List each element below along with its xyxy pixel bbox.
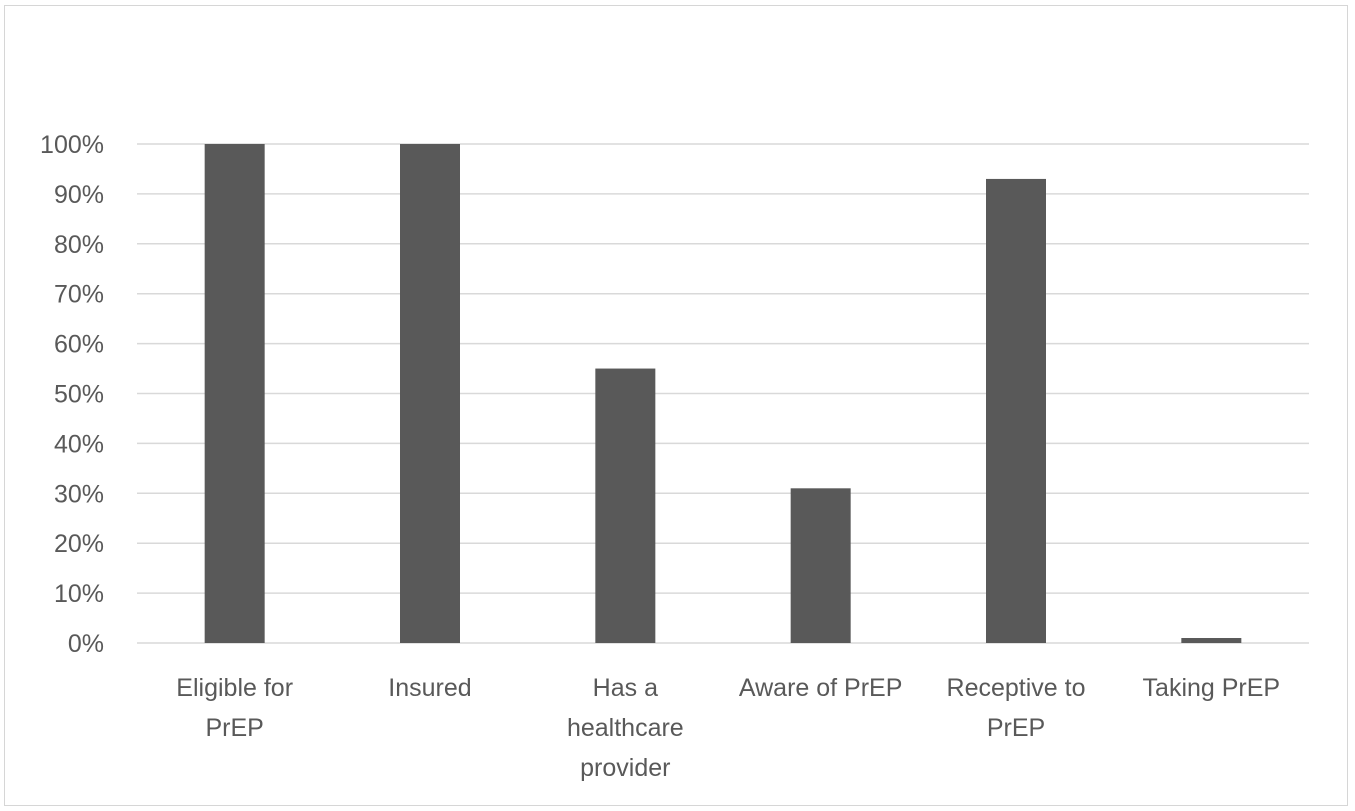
gridlines bbox=[137, 143, 1309, 644]
y-tick-label: 100% bbox=[40, 131, 104, 159]
y-tick-label: 90% bbox=[54, 181, 104, 209]
bar bbox=[986, 178, 1046, 643]
y-tick-label: 50% bbox=[54, 381, 104, 409]
y-tick-label: 80% bbox=[54, 231, 104, 259]
x-category-label: provider bbox=[580, 754, 670, 782]
bar bbox=[790, 488, 851, 643]
x-category-label: Has a bbox=[593, 674, 658, 702]
y-tick-label: 0% bbox=[68, 630, 104, 658]
x-category-label: Receptive to bbox=[947, 674, 1086, 702]
x-category-label: Insured bbox=[388, 674, 471, 702]
y-axis-tick-labels: 0% 10% 20% 30% 40% 50% 60% 70% 80% 90% 100% bbox=[40, 131, 104, 658]
x-category-label: Aware of PrEP bbox=[739, 674, 903, 702]
y-tick-label: 60% bbox=[54, 331, 104, 359]
bar bbox=[1181, 638, 1242, 643]
bar bbox=[595, 368, 656, 643]
y-tick-label: 10% bbox=[54, 580, 104, 608]
x-category-label: Taking PrEP bbox=[1143, 674, 1281, 702]
bars bbox=[204, 144, 1242, 643]
y-tick-label: 20% bbox=[54, 530, 104, 558]
bar bbox=[400, 144, 460, 643]
bar bbox=[204, 144, 265, 643]
y-tick-label: 40% bbox=[54, 430, 104, 458]
x-category-label: healthcare bbox=[567, 714, 684, 742]
x-axis-category-labels: Eligible for PrEP Insured Has a healthcare pr… bbox=[176, 674, 1280, 782]
y-tick-label: 70% bbox=[54, 281, 104, 309]
x-category-label: PrEP bbox=[205, 714, 263, 742]
y-tick-label: 30% bbox=[54, 480, 104, 508]
x-category-label: Eligible for bbox=[176, 674, 293, 702]
x-category-label: PrEP bbox=[987, 714, 1045, 742]
